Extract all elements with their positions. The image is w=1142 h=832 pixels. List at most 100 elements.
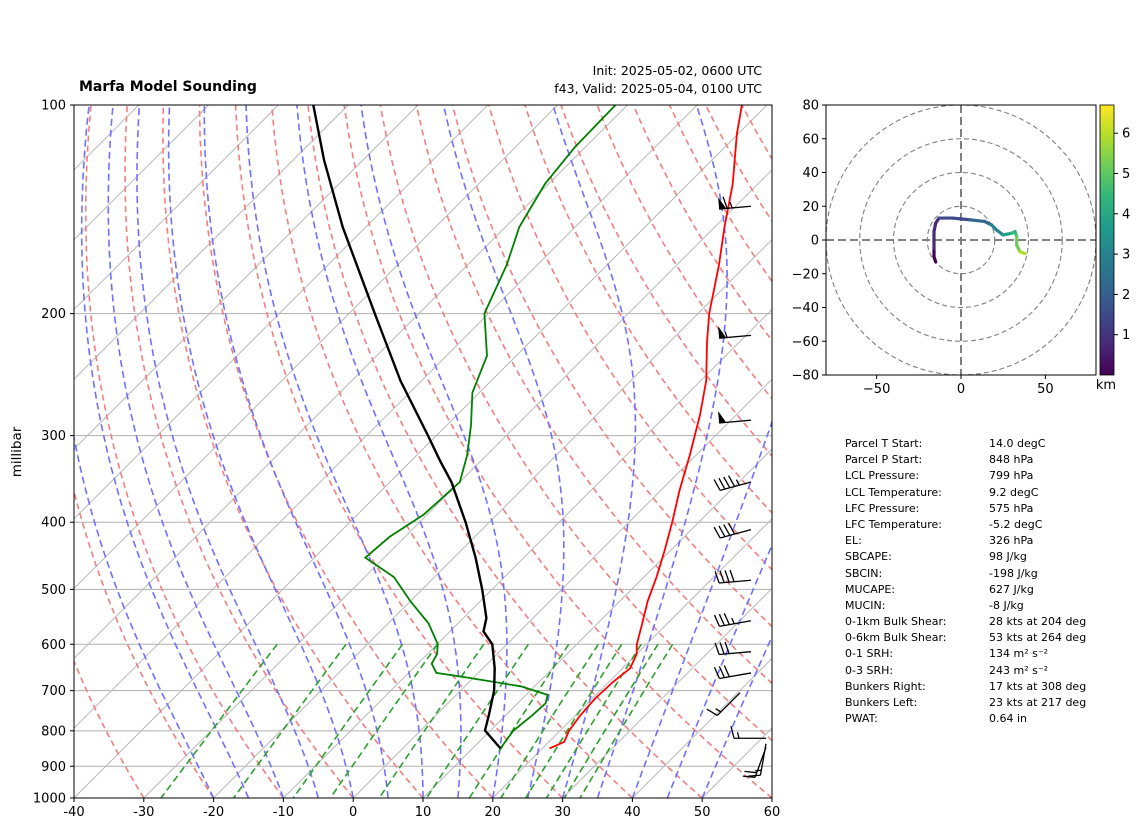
isotherm	[74, 105, 419, 450]
barb-flag	[718, 326, 727, 339]
y-axis-label: millibar	[9, 426, 25, 477]
skewt-frame	[73, 104, 773, 799]
param-value: 134 m² s⁻²	[989, 647, 1049, 661]
colorbar-tick-label: 3	[1122, 248, 1130, 263]
param-label: SBCIN:	[845, 566, 883, 580]
moist-adiabat	[107, 105, 285, 798]
isotherm	[74, 105, 279, 311]
y-tick-label: 600	[41, 638, 66, 653]
param-row: LFC Temperature: -5.2 degC	[845, 518, 1086, 534]
isotherm	[74, 105, 489, 520]
moist-adiabat	[74, 433, 215, 798]
barb-full	[713, 526, 721, 539]
init-time: Init: 2025-05-02, 0600 UTC	[592, 63, 762, 78]
wind-barb	[714, 569, 752, 584]
hodograph-plot-area	[826, 105, 1096, 375]
colorbar	[1099, 104, 1115, 376]
barb-full	[714, 571, 720, 584]
param-label: Bunkers Right:	[845, 679, 926, 693]
param-row: PWAT: 0.64 in	[845, 712, 1086, 728]
param-row: SBCAPE: 98 J/kg	[845, 550, 1086, 566]
dry-adiabat	[415, 105, 772, 685]
colorbar-tick-label: 1	[1122, 328, 1130, 343]
param-value: 98 J/kg	[989, 550, 1027, 564]
barb-full	[718, 477, 726, 490]
barb-staff	[719, 672, 752, 680]
dry-adiabat	[74, 487, 215, 798]
wind-barb	[718, 196, 752, 210]
x-tick-label: 30	[554, 805, 571, 820]
moist-adiabat	[442, 105, 565, 798]
colorbar-tick-label: 6	[1122, 127, 1130, 142]
y-tick-label: 900	[41, 760, 66, 775]
barb-full	[723, 613, 730, 625]
barb-staff	[719, 579, 752, 584]
param-label: 0-1 SRH:	[845, 647, 894, 661]
param-row: 0-1 SRH: 134 m² s⁻²	[845, 647, 1086, 663]
param-label: EL:	[845, 534, 862, 548]
param-value: -5.2 degC	[989, 517, 1043, 531]
param-row: MUCIN: -8 J/kg	[845, 599, 1086, 615]
hodo-y-tick-label: 0	[811, 234, 819, 249]
barb-full	[722, 196, 728, 209]
wind-barb	[713, 475, 752, 491]
param-row: Parcel T Start: 14.0 degC	[845, 437, 1086, 453]
param-value: 17 kts at 308 deg	[989, 679, 1087, 693]
x-tick-label: 20	[485, 805, 502, 820]
dry-adiabat	[524, 105, 772, 515]
dry-adiabat	[307, 105, 703, 798]
x-tick-label: -20	[203, 805, 224, 820]
hodo-y-tick-label: −60	[792, 335, 819, 350]
hodo-y-tick-label: −80	[792, 369, 819, 384]
barb-full	[718, 613, 726, 626]
param-row: LFC Pressure: 575 hPa	[845, 502, 1086, 518]
isotherm	[74, 105, 768, 798]
hodo-y-tick-label: 60	[802, 132, 819, 147]
parcel-trace	[312, 105, 502, 750]
barb-full	[713, 666, 721, 679]
wind-barb	[742, 747, 767, 779]
isotherm	[492, 518, 772, 798]
isotherm	[283, 308, 772, 798]
isotherm	[143, 169, 772, 798]
param-value: 28 kts at 204 deg	[989, 615, 1087, 629]
colorbar-label: km	[1096, 378, 1116, 393]
hodo-x-tick-label: 0	[957, 382, 965, 397]
hodo-y-tick-label: 20	[802, 200, 819, 215]
moist-adiabat	[167, 105, 354, 798]
param-value: 243 m² s⁻²	[989, 663, 1049, 677]
param-row: MUCAPE: 627 J/kg	[845, 583, 1086, 599]
barb-full	[724, 641, 730, 654]
param-row: Parcel P Start: 848 hPa	[845, 453, 1086, 469]
hodo-y-tick-label: 80	[802, 99, 819, 114]
barb-staff	[719, 205, 752, 210]
moist-adiabat	[245, 105, 424, 798]
param-row: 0-6km Bulk Shear: 53 kts at 264 deg	[845, 631, 1086, 647]
barb-staff	[719, 481, 752, 491]
param-value: -8 J/kg	[989, 598, 1024, 612]
mixing-ratio-line	[378, 643, 485, 798]
wind-barb	[714, 641, 752, 656]
barb-full	[723, 476, 731, 489]
barb-full	[718, 525, 726, 537]
param-value: 326 hPa	[989, 534, 1034, 548]
moist-adiabat	[631, 419, 772, 798]
y-tick-label: 400	[41, 516, 66, 531]
y-tick-label: 100	[41, 99, 66, 114]
param-label: PWAT:	[845, 712, 878, 726]
isotherm	[213, 238, 772, 798]
param-row: EL: 326 hPa	[845, 534, 1086, 550]
mixing-ratio-line	[425, 643, 530, 798]
hodo-x-tick-label: −50	[863, 382, 890, 397]
dry-adiabat	[234, 105, 564, 798]
param-row: LCL Temperature: 9.2 degC	[845, 486, 1086, 502]
param-label: MUCAPE:	[845, 582, 896, 596]
hodo-x-tick-label: 50	[1037, 382, 1054, 397]
param-row: 0-1km Bulk Shear: 28 kts at 204 deg	[845, 615, 1086, 631]
hodograph-segment	[950, 216, 972, 222]
colorbar-tick-label: 2	[1122, 288, 1130, 303]
mixing-ratio-line	[232, 643, 347, 798]
barb-full	[713, 479, 721, 491]
wind-barb	[718, 411, 752, 424]
